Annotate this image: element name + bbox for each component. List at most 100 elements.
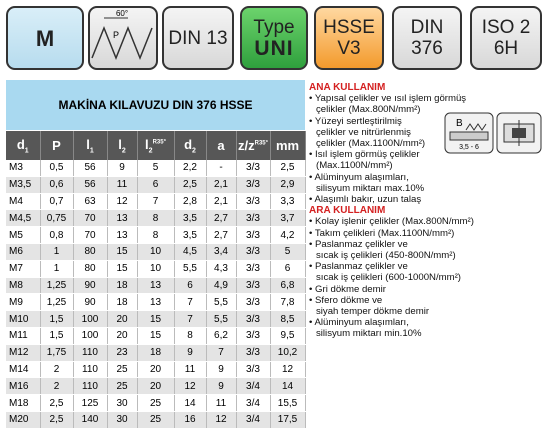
header-base: mm bbox=[275, 138, 300, 153]
section-title: ARA KULLANIM bbox=[309, 205, 386, 217]
table-cell: 9,5 bbox=[270, 327, 306, 345]
table-cell: 1,25 bbox=[40, 277, 74, 295]
header-sub: 1 bbox=[24, 147, 29, 155]
usage-line: sıcak iş çelikleri (450-800N/mm²) bbox=[316, 250, 456, 262]
pitch: P bbox=[113, 30, 119, 40]
table-cell: 1,75 bbox=[40, 344, 74, 362]
table-cell: 20 bbox=[107, 310, 138, 328]
table-row: M3 0,5 56 9 5 2,2-3/3 2,5 bbox=[6, 160, 306, 177]
table-cell: 16 bbox=[174, 411, 207, 429]
column-header: z/zR35° bbox=[236, 131, 271, 160]
table-cell: 3/3 bbox=[236, 260, 271, 278]
table-cell: 6,8 bbox=[270, 277, 306, 295]
header-base: d bbox=[184, 136, 193, 152]
table-cell: 4,9 bbox=[206, 277, 237, 295]
tool-icons: B 3,5 - 6 bbox=[444, 112, 542, 154]
table-cell: 2 bbox=[40, 377, 74, 396]
header-sub: 2 bbox=[148, 147, 153, 155]
table-cell: 5 bbox=[270, 243, 306, 261]
usage-line: Yüzeyi sertleştirilmiş bbox=[314, 115, 402, 127]
table-cell: 3,3 bbox=[270, 193, 306, 211]
table-cell: 3/3 bbox=[236, 209, 271, 228]
bullet: • bbox=[309, 171, 315, 183]
table-cell: 2,1 bbox=[206, 193, 237, 211]
usage-line: silisyum miktarı max.10% bbox=[316, 182, 425, 194]
angle: 60° bbox=[116, 9, 128, 18]
badge-text: 376 bbox=[411, 38, 443, 59]
table-cell: M20 bbox=[6, 411, 41, 429]
table-cell: 3/3 bbox=[236, 160, 271, 177]
table-cell: 3/3 bbox=[236, 327, 271, 345]
table-cell: 3/4 bbox=[236, 377, 271, 396]
table-cell: 2,5 bbox=[270, 160, 306, 177]
usage-item: • Yüzeyi sertleştirilmiş çelikler ve nitr… bbox=[309, 116, 474, 150]
table-cell: 3/3 bbox=[236, 277, 271, 295]
table-cell: 25 bbox=[107, 377, 138, 396]
table-cell: 100 bbox=[73, 327, 108, 345]
table-cell: 6,2 bbox=[206, 327, 237, 345]
table-cell: 3/3 bbox=[236, 293, 271, 312]
header-sup: R35° bbox=[152, 139, 166, 146]
usage-item: • Alaşımlı bakır, uzun talaş bbox=[309, 194, 474, 205]
table-cell: - bbox=[206, 160, 237, 177]
badge-text: DIN bbox=[410, 17, 444, 38]
table-cell: 6 bbox=[137, 176, 175, 194]
table-cell: M16 bbox=[6, 377, 41, 396]
table-cell: 0,6 bbox=[40, 176, 74, 194]
column-header: d2 bbox=[174, 131, 207, 160]
table-cell: 100 bbox=[73, 310, 108, 328]
table-cell: 56 bbox=[73, 160, 108, 177]
table-row: M11 1,5 100 20 15 8 6,2 3/3 9,5 bbox=[6, 327, 306, 345]
table-cell: 0,5 bbox=[40, 160, 74, 177]
header-base: l bbox=[145, 136, 149, 152]
table-cell: 1 bbox=[40, 243, 74, 261]
table-cell: 7 bbox=[174, 310, 207, 328]
table-cell: 7 bbox=[137, 193, 175, 211]
table-cell: 3/3 bbox=[236, 310, 271, 328]
table-cell: 11 bbox=[107, 176, 138, 194]
table-cell: 4,3 bbox=[206, 260, 237, 278]
table-cell: 13 bbox=[107, 209, 138, 228]
table-row: M3,5 0,6 56 11 6 2,5 2,1 3/3 2,9 bbox=[6, 176, 306, 194]
badge-din376: DIN 376 bbox=[392, 6, 462, 70]
table-cell: 0,7 bbox=[40, 193, 74, 211]
usage-line: Gri dökme demir bbox=[315, 283, 386, 295]
table-cell: 1 bbox=[40, 260, 74, 278]
usage-line: Takım çelikleri (Max.1100N/mm²) bbox=[314, 227, 455, 239]
badge-text: 6H bbox=[493, 38, 519, 59]
usage-line: Kolay işlenir çelikler (Max.800N/mm²) bbox=[315, 216, 474, 228]
column-header: mm bbox=[270, 131, 306, 160]
icon-label: B bbox=[456, 118, 463, 129]
table-cell: 10 bbox=[137, 243, 175, 261]
bullet: • bbox=[309, 283, 316, 295]
table-cell: 56 bbox=[73, 176, 108, 194]
table-cell: 12 bbox=[270, 361, 306, 379]
table-cell: 15 bbox=[137, 327, 175, 345]
table-cell: 20 bbox=[107, 327, 138, 345]
badge-thread: 60° P bbox=[88, 6, 158, 70]
table-row: M20 2,5 140 30 25 16 12 3/4 17,5 bbox=[6, 411, 306, 429]
table-cell: 15 bbox=[107, 243, 138, 261]
usage-line: silisyum miktarı min.10% bbox=[316, 328, 422, 340]
table-cell: 4,2 bbox=[270, 226, 306, 244]
usage-line: Sfero dökme ve bbox=[315, 294, 383, 306]
table-cell: 2,5 bbox=[40, 394, 74, 412]
usage-line: Alüminyum alaşımları, bbox=[314, 171, 409, 183]
table-cell: 4,5 bbox=[174, 243, 207, 261]
table-cell: 30 bbox=[107, 411, 138, 429]
table-cell: 3/3 bbox=[236, 226, 271, 244]
table-cell: 1,5 bbox=[40, 310, 74, 328]
table-row: M4,5 0,75 70 13 8 3,5 2,7 3/3 3,7 bbox=[6, 209, 306, 228]
column-header: l2 bbox=[107, 131, 138, 160]
table-cell: 80 bbox=[73, 243, 108, 261]
table-cell: M9 bbox=[6, 293, 41, 312]
table-cell: 10 bbox=[137, 260, 175, 278]
table-cell: 2,2 bbox=[174, 160, 207, 177]
table-cell: 80 bbox=[73, 260, 108, 278]
table-cell: 70 bbox=[73, 226, 108, 244]
column-header: d1 bbox=[6, 131, 41, 160]
table-cell: 70 bbox=[73, 209, 108, 228]
table-cell: 18 bbox=[107, 277, 138, 295]
table-cell: 13 bbox=[137, 293, 175, 312]
